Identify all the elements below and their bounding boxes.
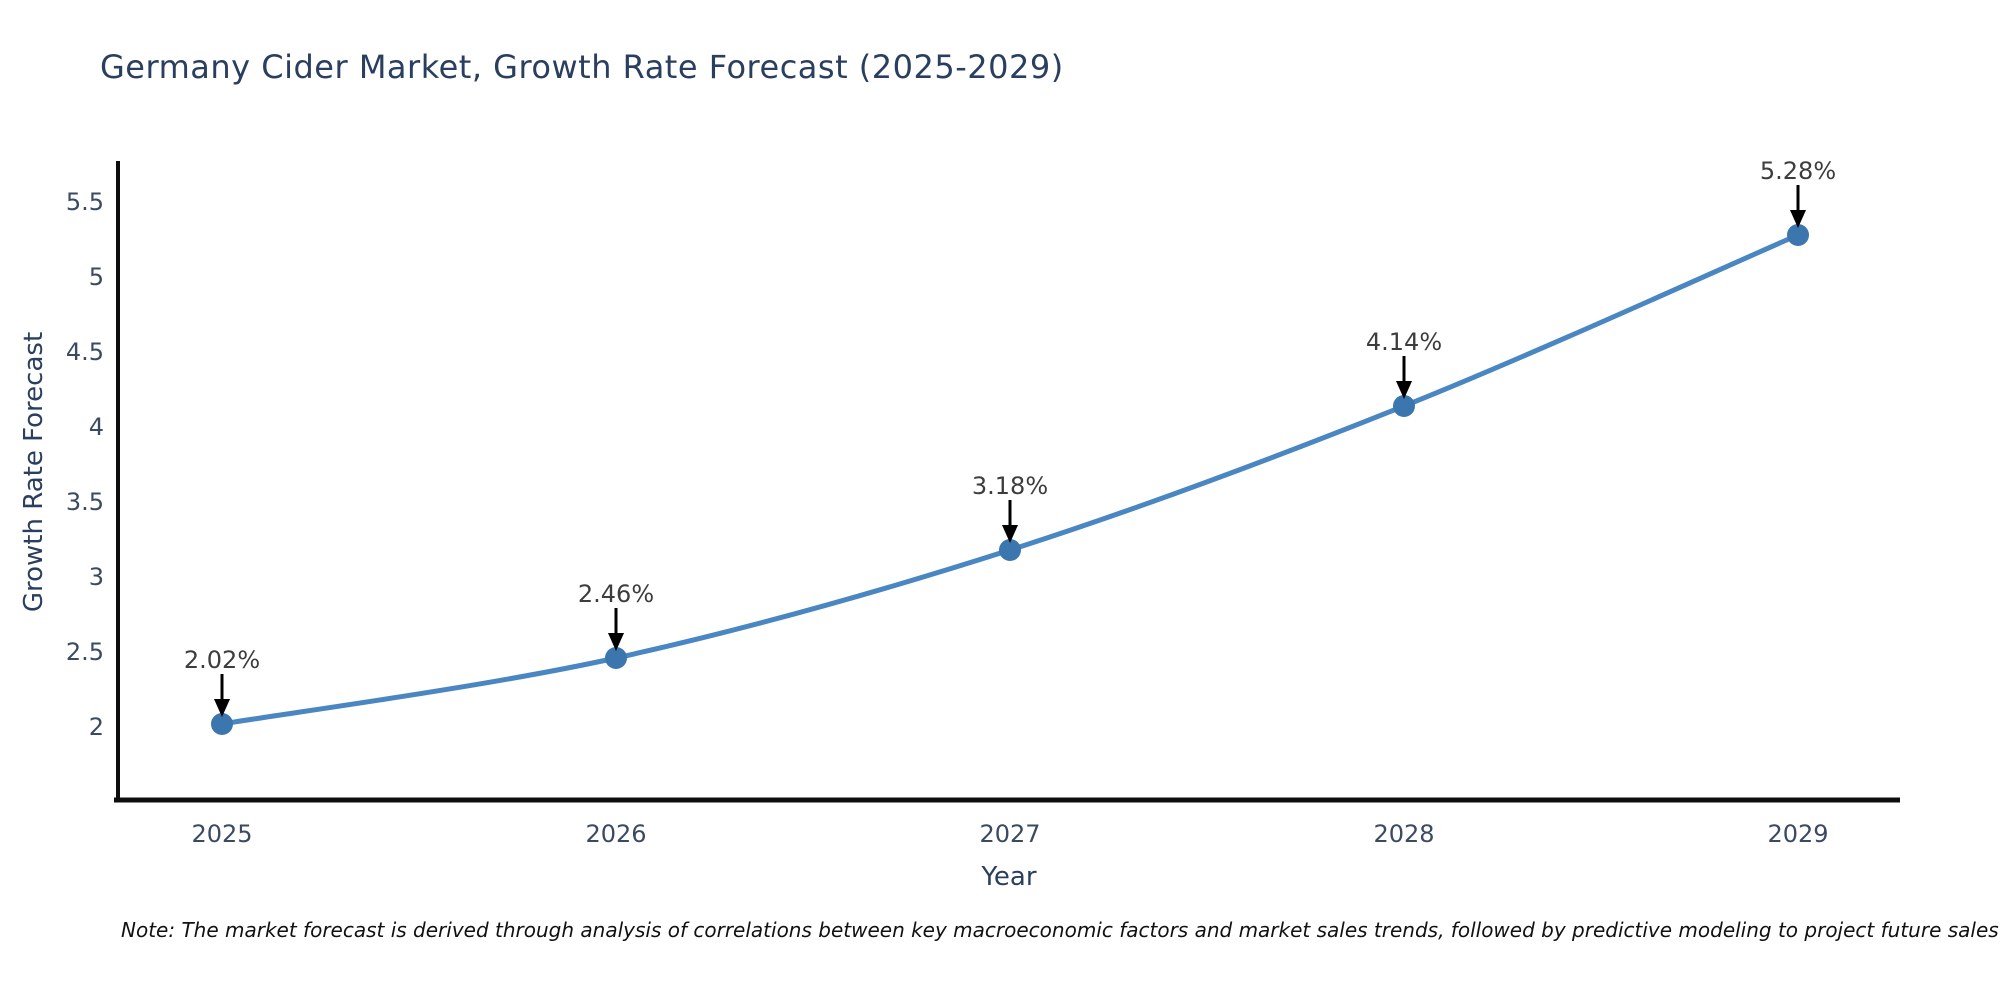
x-tick-label: 2029 xyxy=(1767,820,1828,848)
point-annotation-label: 3.18% xyxy=(972,472,1048,500)
annotation-arrow-head xyxy=(1790,210,1806,228)
y-tick-label: 4.5 xyxy=(66,338,104,366)
y-tick-label: 2.5 xyxy=(66,638,104,666)
y-tick-label: 5 xyxy=(89,263,104,291)
x-tick-label: 2027 xyxy=(979,820,1040,848)
x-tick-label: 2025 xyxy=(191,820,252,848)
point-annotation-label: 2.02% xyxy=(184,646,260,674)
point-annotation-label: 5.28% xyxy=(1760,157,1836,185)
data-point-marker[interactable] xyxy=(999,539,1021,561)
data-point-marker[interactable] xyxy=(1393,395,1415,417)
y-tick-label: 3 xyxy=(89,563,104,591)
y-tick-label: 5.5 xyxy=(66,188,104,216)
y-tick-label: 4 xyxy=(89,413,104,441)
x-axis-title: Year xyxy=(981,862,1037,892)
annotation-arrow-head xyxy=(1002,525,1018,543)
x-tick-label: 2028 xyxy=(1373,820,1434,848)
annotation-arrow-head xyxy=(608,633,624,651)
annotation-arrow-head xyxy=(214,699,230,717)
y-tick-label: 2 xyxy=(89,713,104,741)
x-tick-label: 2026 xyxy=(585,820,646,848)
annotation-arrow-head xyxy=(1396,381,1412,399)
y-tick-label: 3.5 xyxy=(66,488,104,516)
data-point-marker[interactable] xyxy=(605,647,627,669)
data-point-marker[interactable] xyxy=(1787,224,1809,246)
point-annotation-label: 4.14% xyxy=(1366,328,1442,356)
footnote-text: Note: The market forecast is derived thr… xyxy=(121,918,1999,942)
chart-title: Germany Cider Market, Growth Rate Foreca… xyxy=(100,48,1064,86)
data-point-marker[interactable] xyxy=(211,713,233,735)
point-annotation-label: 2.46% xyxy=(578,580,654,608)
